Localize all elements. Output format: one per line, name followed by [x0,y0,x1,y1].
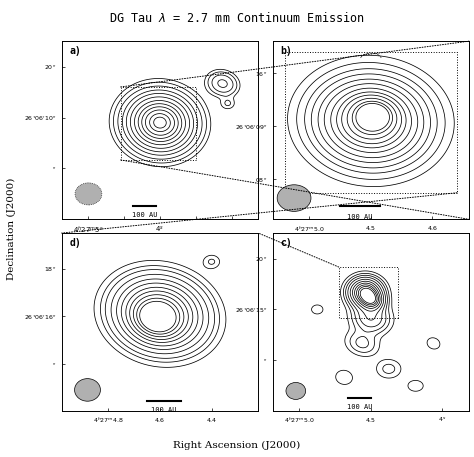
Text: b): b) [281,47,292,57]
Ellipse shape [75,183,102,205]
Text: 100 AU: 100 AU [132,212,157,218]
Ellipse shape [277,185,311,212]
Ellipse shape [286,383,306,399]
Text: d): d) [70,239,81,249]
Text: c): c) [281,239,292,249]
Text: DG Tau $\lambda$ = 2.7 mm Continuum Emission: DG Tau $\lambda$ = 2.7 mm Continuum Emis… [109,11,365,26]
Text: a): a) [70,47,81,57]
Text: Declination (J2000): Declination (J2000) [7,177,17,280]
Ellipse shape [74,378,100,401]
Text: Right Ascension (J2000): Right Ascension (J2000) [173,441,301,450]
Text: 100 AU: 100 AU [347,214,373,220]
Text: 100 AU: 100 AU [151,407,177,413]
Text: 100 AU: 100 AU [346,404,372,409]
